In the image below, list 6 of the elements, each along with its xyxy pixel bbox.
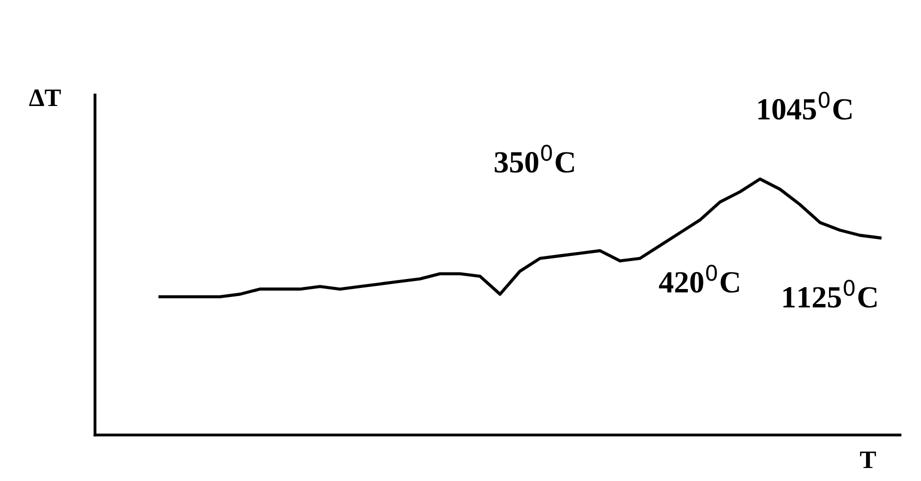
text: 350$^{0}$C (494, 144, 574, 173)
x-axis-title: T (860, 452, 876, 468)
annotation: 1125$^{0}$C (783, 280, 877, 308)
y-axis-title: ΔT (29, 90, 61, 106)
text: 1045$^{0}$C (758, 92, 852, 120)
annotation: 420$^{0}$C (659, 264, 739, 293)
